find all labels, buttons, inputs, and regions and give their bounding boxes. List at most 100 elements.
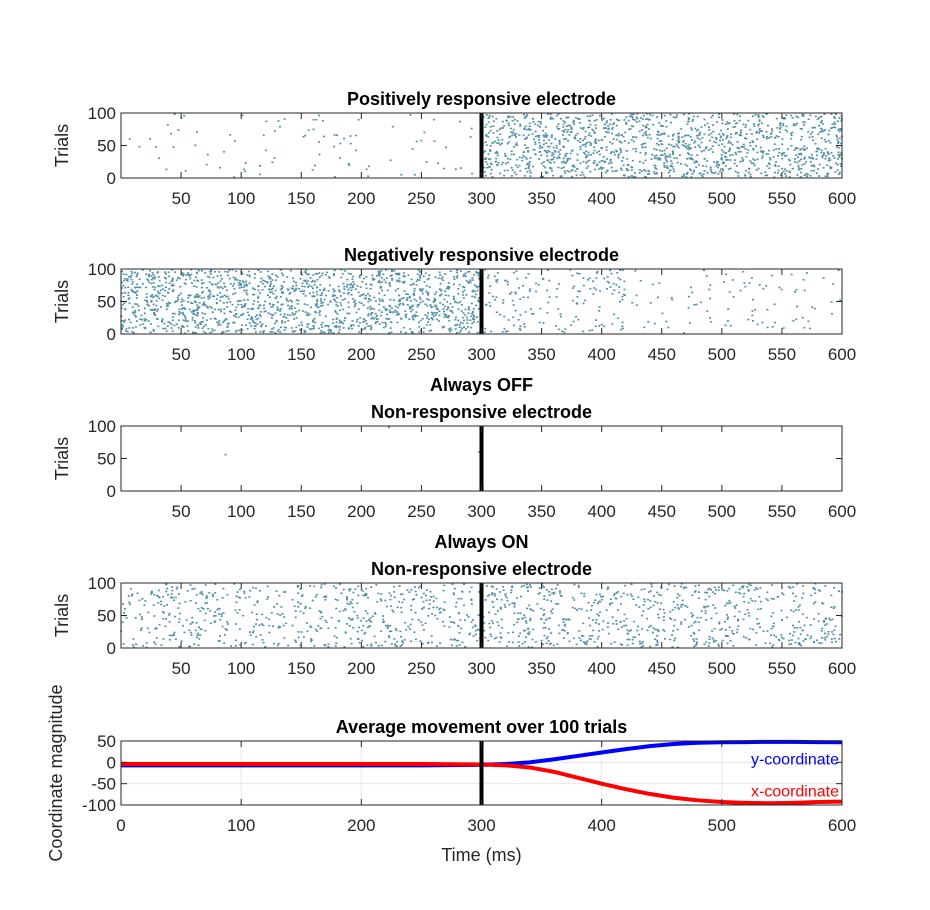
spike-dot <box>337 285 340 288</box>
panel-title: Always OFF <box>430 375 533 395</box>
spike-dot <box>458 644 461 646</box>
spike-dot <box>739 133 742 136</box>
spike-dot <box>625 123 628 125</box>
spike-dot <box>178 277 181 280</box>
spike-dot <box>206 601 208 604</box>
spike-dot <box>506 330 509 332</box>
spike-dot <box>803 174 806 176</box>
spike-dot <box>660 602 663 605</box>
spike-dot <box>250 308 253 310</box>
spike-dot <box>195 593 198 596</box>
spike-dot <box>309 585 312 587</box>
spike-dot <box>776 127 779 129</box>
spike-dot <box>768 163 771 166</box>
spike-dot <box>727 308 730 310</box>
spike-dot <box>422 600 425 603</box>
spike-dot <box>759 146 762 149</box>
spike-dot <box>367 165 370 168</box>
spike-dot <box>171 268 174 271</box>
spike-dot <box>139 318 142 320</box>
spike-dot <box>701 137 704 139</box>
spike-dot <box>517 318 520 321</box>
spike-dot <box>496 272 499 274</box>
spike-dot <box>324 294 327 297</box>
x-tick-label: 200 <box>347 502 375 521</box>
spike-dot <box>394 289 397 292</box>
spike-dot <box>136 294 139 296</box>
spike-dot <box>676 140 679 142</box>
spike-dot <box>282 316 285 318</box>
spike-dot <box>657 131 660 134</box>
spike-dot <box>710 147 713 150</box>
spike-dot <box>468 270 471 273</box>
spike-dot <box>323 298 326 301</box>
spike-dot <box>564 153 567 156</box>
spike-dot <box>656 133 659 136</box>
spike-dot <box>134 309 137 312</box>
spike-dot <box>835 146 838 148</box>
spike-dot <box>659 158 662 161</box>
spike-dot <box>419 301 422 304</box>
spike-dot <box>813 165 816 168</box>
spike-dot <box>338 610 341 613</box>
spike-dot <box>648 591 651 593</box>
spike-dot <box>240 284 243 286</box>
spike-dot <box>150 299 153 302</box>
x-axis-title: Time (ms) <box>441 845 521 865</box>
spike-dot <box>828 157 831 159</box>
spike-dot <box>656 634 659 637</box>
spike-dot <box>447 281 450 284</box>
spike-dot <box>585 155 588 157</box>
spike-dot <box>400 331 402 333</box>
spike-dot <box>586 141 589 144</box>
spike-dot <box>352 591 355 594</box>
spike-dot <box>585 142 588 145</box>
spike-dot <box>759 587 762 589</box>
spike-dot <box>781 143 784 146</box>
spike-dot <box>484 126 487 129</box>
spike-dot <box>241 324 244 326</box>
spike-dot <box>313 644 316 647</box>
spike-dot <box>358 301 361 304</box>
spike-dot <box>348 312 351 315</box>
spike-dot <box>402 326 405 329</box>
spike-dot <box>672 168 675 170</box>
spike-dot <box>804 638 807 641</box>
spike-dot <box>682 140 685 142</box>
spike-dot <box>634 636 637 638</box>
spike-dot <box>563 625 566 627</box>
spike-dot <box>838 137 841 140</box>
spike-dot <box>732 633 735 635</box>
spike-dot <box>762 116 765 118</box>
spike-dot <box>657 629 660 632</box>
spike-dot <box>321 272 324 275</box>
spike-dot <box>271 331 274 333</box>
spike-dot <box>151 272 154 274</box>
spike-dot <box>214 592 217 594</box>
spike-dot <box>477 614 480 616</box>
spike-dot <box>364 297 367 300</box>
spike-dot <box>194 321 197 324</box>
spike-dot <box>213 317 216 320</box>
spike-dot <box>562 629 564 631</box>
spike-dot <box>190 634 193 636</box>
spike-dot <box>393 585 396 588</box>
spike-dot <box>836 138 839 141</box>
y-tick-label: 0 <box>107 753 116 772</box>
spike-dot <box>432 315 435 317</box>
spike-dot <box>376 314 379 317</box>
spike-dot <box>782 124 785 127</box>
spike-dot <box>249 634 252 637</box>
spike-dot <box>469 279 472 281</box>
x-tick-label: 200 <box>347 816 375 835</box>
spike-dot <box>656 641 659 644</box>
spike-dot <box>595 142 598 144</box>
spike-dot <box>591 128 594 131</box>
spike-dot <box>503 603 506 606</box>
spike-dot <box>784 173 787 175</box>
spike-dot <box>279 326 282 328</box>
spike-dot <box>454 301 457 304</box>
spike-dot <box>823 138 826 141</box>
spike-dot <box>367 618 370 621</box>
spike-dot <box>770 133 773 135</box>
